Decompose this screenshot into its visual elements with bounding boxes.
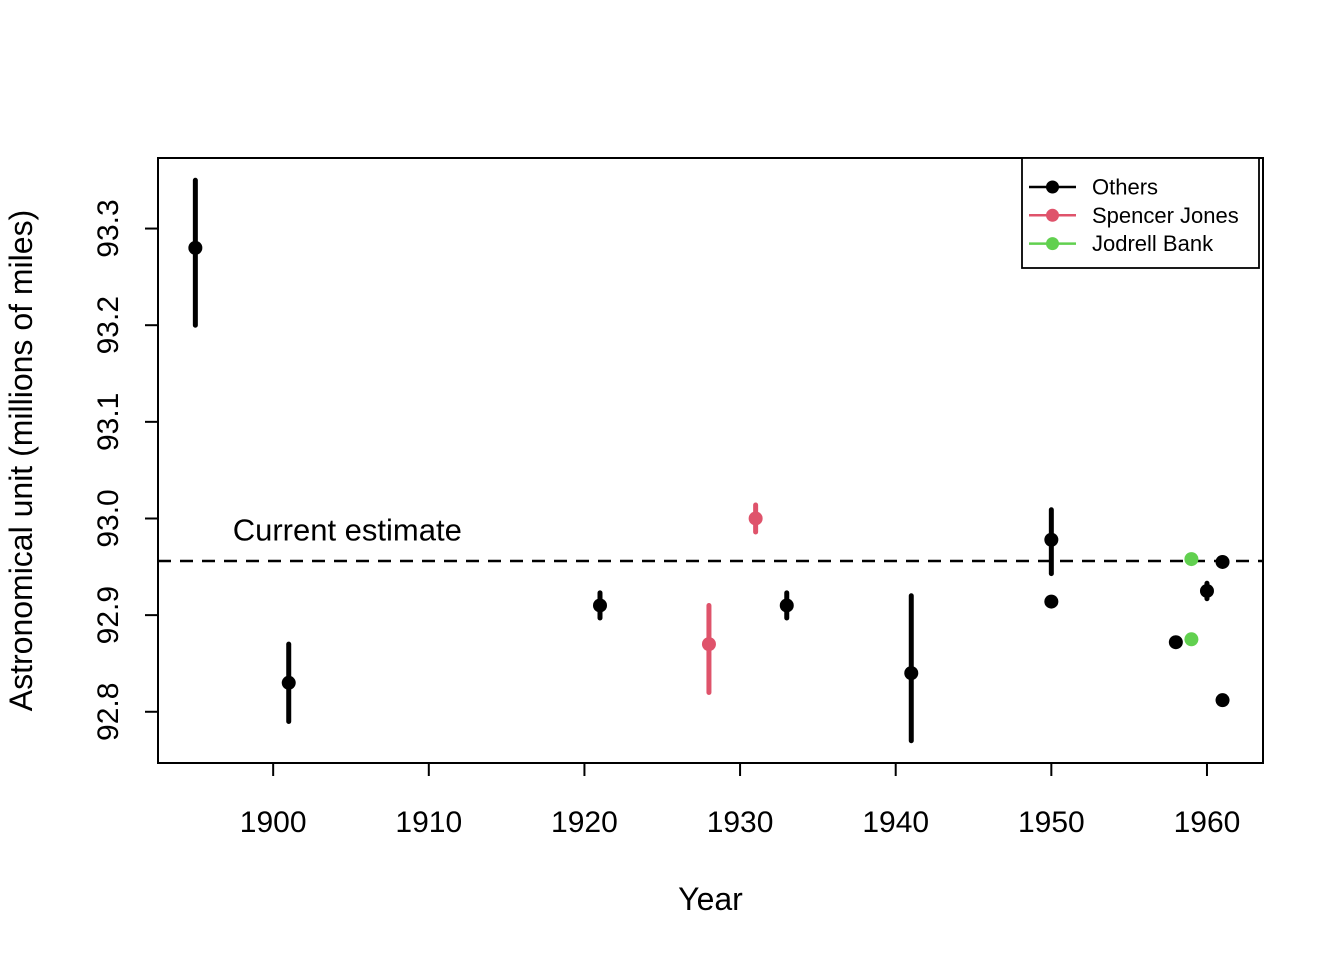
legend-label: Others	[1092, 175, 1158, 200]
x-tick-label: 1960	[1174, 806, 1241, 839]
data-point	[1184, 632, 1199, 647]
legend-marker	[1046, 208, 1059, 222]
plot-frame	[157, 157, 1264, 764]
data-point	[281, 675, 296, 690]
data-point	[1215, 693, 1230, 708]
y-tick-label: 92.8	[92, 683, 125, 741]
data-point	[188, 240, 203, 255]
data-point	[1044, 532, 1059, 547]
data-point	[701, 637, 716, 652]
x-axis-title: Year	[678, 881, 743, 917]
y-axis: 92.8 92.9 93.0 93.1 93.2 93.3	[92, 199, 158, 741]
x-tick-label: 1940	[862, 806, 929, 839]
data-point	[779, 598, 794, 613]
legend-item-spencer-jones: Spencer Jones	[1029, 203, 1239, 228]
data-point	[1199, 583, 1214, 598]
y-tick-label: 92.9	[92, 586, 125, 644]
y-tick-label: 93.3	[92, 199, 125, 257]
legend-label: Jodrell Bank	[1092, 231, 1214, 256]
x-axis: 1900 1910 1920 1930 1940 1950 1960	[240, 763, 1241, 839]
x-tick-label: 1920	[551, 806, 618, 839]
data-series	[188, 177, 1230, 744]
series-others	[188, 177, 1230, 744]
y-tick-label: 93.2	[92, 296, 125, 354]
series-spencer-jones	[701, 502, 763, 695]
current-estimate-label: Current estimate	[233, 513, 462, 548]
data-point	[748, 511, 763, 526]
legend-box	[1021, 157, 1260, 269]
y-axis-title: Astronomical unit (millions of miles)	[3, 210, 39, 711]
data-point	[904, 666, 919, 681]
data-point	[1184, 552, 1199, 567]
x-tick-label: 1930	[707, 806, 774, 839]
data-point	[1044, 594, 1059, 609]
series-jodrell-bank	[1184, 552, 1199, 647]
legend-item-others: Others	[1029, 175, 1158, 200]
y-tick-label: 93.1	[92, 393, 125, 451]
x-tick-label: 1950	[1018, 806, 1085, 839]
data-point	[1215, 554, 1230, 569]
x-tick-label: 1900	[240, 806, 307, 839]
x-tick-label: 1910	[395, 806, 462, 839]
legend-label: Spencer Jones	[1092, 203, 1239, 228]
legend-marker	[1046, 180, 1059, 194]
data-point	[1168, 635, 1183, 650]
data-point	[593, 598, 607, 613]
legend: Others Spencer Jones Jodrell Bank	[1021, 157, 1260, 269]
y-tick-label: 93.0	[92, 489, 125, 547]
legend-item-jodrell-bank: Jodrell Bank	[1029, 231, 1214, 256]
legend-marker	[1046, 237, 1059, 251]
